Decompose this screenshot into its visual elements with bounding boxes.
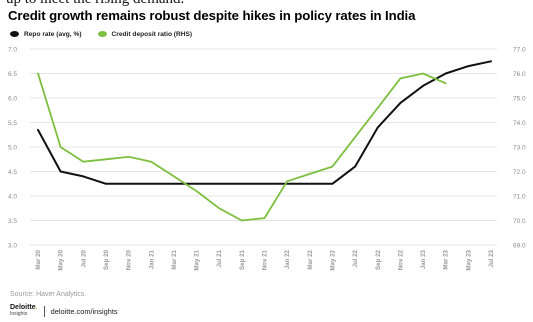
y-tick-label-left: 6.5 [8,71,17,78]
x-tick-label: Jan 21 [148,249,155,269]
source-note: Source: Haver Analytics. [10,291,87,298]
x-tick-label: Jan 22 [284,249,291,269]
x-tick-label: May 23 [465,249,472,270]
y-tick-label-left: 5.5 [8,120,17,127]
brand-sub: Insights [10,311,28,317]
y-tick-label-left: 3.0 [8,243,17,250]
x-tick-label: Nov 20 [126,249,133,270]
y-tick-label-left: 5.0 [8,145,17,152]
legend-item-credit: Credit deposit ratio (RHS) [97,30,193,38]
x-tick-label: Jul 23 [488,249,495,267]
y-tick-label-right: 72.0 [513,169,526,176]
x-tick-label: May 21 [194,249,201,270]
x-tick-label: Jul 20 [80,249,87,267]
y-tick-label-left: 4.0 [8,194,17,201]
x-tick-label: Mar 21 [171,249,178,269]
y-tick-label-right: 75.0 [513,96,526,103]
cropped-text-strip: up to meet the rising demand. [0,0,533,8]
legend-swatch-repo [10,31,19,37]
legend-swatch-credit [97,31,107,37]
y-tick-label-left: 7.0 [8,47,17,54]
brand-name: Deloitte [10,304,36,311]
x-tick-label: Sep 22 [375,249,382,270]
x-tick-label: Jul 22 [352,249,359,267]
x-tick-label: Nov 21 [262,249,269,270]
deloitte-logo: Deloitte. Insights [10,304,38,317]
chart-legend: Repo rate (avg, %) Credit deposit ratio … [10,28,192,40]
legend-label-repo: Repo rate (avg, %) [24,30,82,38]
cropped-text: up to meet the rising demand. [6,0,184,8]
y-tick-label-right: 77.0 [513,47,526,54]
x-tick-label: Sep 20 [103,249,110,270]
x-tick-label: May 20 [58,249,65,270]
x-tick-label: Mar 23 [443,249,450,269]
x-tick-label: Jul 21 [216,249,223,267]
y-tick-label-left: 3.5 [8,218,17,225]
y-tick-label-left: 6.0 [8,96,17,103]
footer-url[interactable]: deloitte.com/insights [50,306,118,316]
y-tick-label-right: 74.0 [513,120,526,127]
y-tick-label-right: 69.0 [513,243,526,250]
x-tick-label: Mar 20 [35,249,42,269]
x-tick-label: Sep 21 [239,249,246,270]
legend-label-credit: Credit deposit ratio (RHS) [111,30,193,38]
chart-title: Credit growth remains robust despite hik… [8,8,416,23]
y-tick-label-right: 70.0 [513,218,526,225]
y-tick-label-right: 76.0 [513,71,526,78]
brand-dot: . [35,304,38,311]
x-tick-label: May 22 [329,249,336,270]
series-line-credit-deposit-ratio [37,72,447,222]
footer: Deloitte. Insights deloitte.com/insights [10,303,118,319]
y-tick-label-right: 71.0 [513,194,526,201]
footer-divider [43,305,45,317]
x-tick-label: Jan 23 [420,249,427,269]
y-tick-label-left: 4.5 [8,169,17,176]
x-tick-label: Nov 22 [397,249,404,270]
legend-item-repo: Repo rate (avg, %) [10,31,82,38]
x-tick-label: Mar 22 [307,249,314,269]
series-line-repo-rate [37,60,492,185]
y-tick-label-right: 73.0 [513,145,526,152]
